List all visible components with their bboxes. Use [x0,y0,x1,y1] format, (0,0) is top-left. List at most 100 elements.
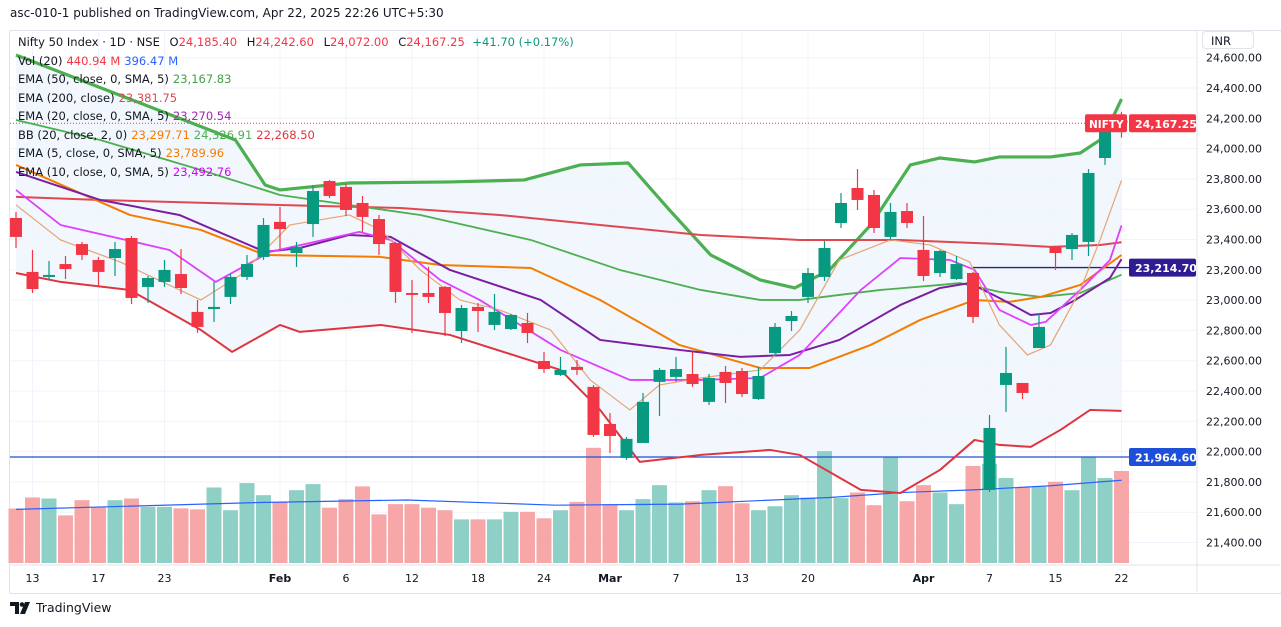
candle-bearish [472,302,484,332]
candle-bullish [290,241,303,267]
volume-bar [454,519,469,563]
tradingview-brand[interactable]: TradingView [10,600,112,615]
candle-body [257,224,270,257]
volume-bar [536,518,552,563]
volume-bar [850,492,865,563]
ema10-label: EMA (10, close, 0, SMA, 5) [18,164,169,179]
candle-bearish [10,211,22,248]
volume-bar [404,504,420,563]
volume-value: 440.94 M [66,53,121,68]
legend-symbol-row[interactable]: Nifty 50 Index · 1D · NSE O24,185.40 H24… [18,33,574,52]
candle-bullish [43,261,55,280]
candle-bearish [1016,382,1029,400]
candle-bullish [670,356,682,382]
price-tick-label: 24,600.00 [1206,52,1262,65]
price-axis-background [1197,31,1280,565]
legend-ema10-row[interactable]: EMA (10, close, 0, SMA, 5) 23,492.76 [18,163,574,182]
ema20-label: EMA (20, close, 0, SMA, 5) [18,109,169,123]
time-tick-label: 20 [801,572,815,585]
candle-body [620,438,633,458]
candle-bearish [125,236,138,305]
candle-body [1049,246,1062,253]
candle-body [1033,326,1045,348]
high-label: H [246,35,256,49]
volume-bar [487,519,502,563]
volume-bar [784,495,799,563]
volume-bar [569,501,585,563]
candle-bearish [901,202,913,228]
legend-ema5-row[interactable]: EMA (5, close, 0, SMA, 5) 23,789.96 [18,144,574,163]
time-tick-label: 18 [471,572,485,585]
bollinger-band-fill [16,54,1122,493]
legend-ema20-row[interactable]: EMA (20, close, 0, SMA, 5) 23,270.54 [18,107,574,126]
volume-bar [866,505,882,563]
volume-bar [932,492,948,563]
time-axis[interactable]: 13 17 23 Feb 6 12 18 24 Mar 7 13 20 Apr 7 15 22 [10,564,1280,585]
candle-bullish [158,259,171,287]
candle-body [1016,382,1029,393]
close-label: C [398,35,407,49]
volume-bar [1114,470,1129,563]
price-tick-label: 24,200.00 [1206,112,1262,125]
ema20-line [15,170,1123,358]
candle-bearish [538,351,550,373]
legend-ema200-row[interactable]: EMA (200, close) 23,381.75 [18,89,574,108]
candle-body [571,366,583,370]
volume-bar [998,478,1014,563]
price-tick-label: 23,600.00 [1206,203,1262,216]
candle-body [719,371,732,383]
candle-body [274,221,286,230]
ema5-label: EMA (5, close, 0, SMA, 5) [18,146,162,160]
candle-body [901,211,913,223]
candle-bearish [59,256,72,280]
ema50-line [15,119,1122,301]
legend: Nifty 50 Index · 1D · NSE O24,185.40 H24… [18,33,574,181]
volume-bar [718,486,733,563]
candle-bullish [884,202,897,240]
volume-bar [817,451,832,563]
candle-body [505,314,517,330]
candle-body [653,369,666,382]
candles [10,111,1128,492]
volume-bar [190,509,205,563]
legend-bb-row[interactable]: BB (20, close, 2, 0) 23,297.71 24,326.91 22… [18,126,574,145]
candle-body [439,286,451,313]
legend-volume-row[interactable]: Vol (20) 440.94 M 396.47 M [18,52,574,71]
bb-basis-value: 23,297.71 [131,127,190,142]
candle-bearish [604,412,616,453]
candle-bearish [323,179,336,198]
candle-body [604,424,616,436]
time-tick-label: 7 [673,572,680,585]
currency-button[interactable]: INR [1202,31,1254,49]
volume-bar [223,510,238,563]
price-axis[interactable]: 24,600.00 24,400.00 24,200.00 24,000.00 23,8… [1196,31,1280,592]
price-tag-label: 21,964.60 [1135,451,1197,464]
candle-bearish [967,271,979,323]
candle-body [934,251,946,273]
ema200-value: 23,381.75 [118,90,178,105]
candle-bearish [191,299,204,333]
candle-bullish [934,249,946,277]
candle-bullish [703,374,715,405]
candle-bearish [274,206,286,250]
bb-basis-line [15,164,1123,369]
ema50-label: EMA (50, close, 0, SMA, 5) [18,72,169,86]
legend-ema50-row[interactable]: EMA (50, close, 0, SMA, 5) 23,167.83 [18,70,574,89]
volume-bar [388,504,403,563]
volume-bar [899,501,915,563]
bb-upper-value: 24,326.91 [193,127,253,142]
candle-body [76,244,88,255]
candle-body [488,311,501,325]
candle-body [307,191,319,225]
candle-bullish [455,304,468,343]
volume-bar [371,514,387,563]
candle-body [950,264,963,280]
volume-label: Vol (20) [18,53,63,68]
time-tick-label: 17 [92,572,106,585]
bollinger-band-area [16,54,1122,493]
volume-bar [635,499,651,563]
price-tick-label: 23,400.00 [1206,234,1262,247]
candle-bearish [868,189,880,233]
candle-bearish [719,366,732,403]
